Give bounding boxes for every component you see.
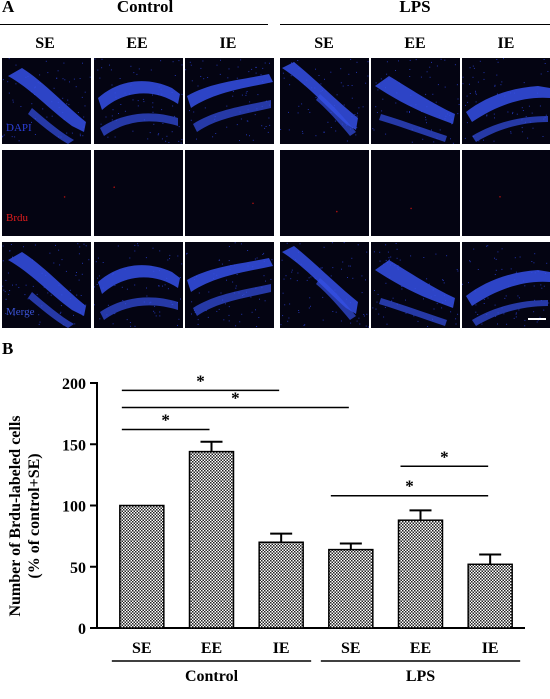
brdu-micrograph (94, 150, 183, 236)
panel-b-letter: B (2, 339, 13, 358)
y-tick-label: 100 (62, 499, 86, 516)
bar (397, 519, 444, 629)
x-tick-label: EE (201, 640, 222, 657)
bar (188, 450, 235, 629)
dapi-micrograph (94, 242, 183, 328)
significance-star: * (196, 371, 205, 390)
x-tick-label: SE (341, 640, 361, 657)
panel-a-col-title: IE (219, 35, 237, 52)
panel-a-col-title: EE (404, 35, 426, 52)
brdu-micrograph (462, 150, 550, 236)
stain-label: DAPI (6, 122, 32, 134)
brdu-micrograph (371, 150, 460, 236)
dapi-micrograph: Merge (2, 242, 91, 328)
panel-a-col-title: EE (126, 35, 148, 52)
significance-star: * (231, 389, 240, 408)
bar-chart: B Number of Brdu-labeled cells (% of con… (2, 339, 525, 685)
significance-star: * (440, 447, 449, 466)
dapi-micrograph (185, 58, 274, 144)
x-tick-label: SE (132, 640, 152, 657)
stain-label: Brdu (6, 212, 28, 224)
dapi-micrograph (280, 58, 369, 144)
panel-a-lps-rule (280, 24, 550, 25)
panel-a-group-lps: LPS (399, 0, 431, 16)
bar (119, 504, 165, 629)
group-label: LPS (406, 668, 435, 685)
x-tick-label: IE (273, 640, 290, 657)
significance-star: * (405, 477, 414, 496)
dapi-micrograph (280, 242, 369, 328)
panel-a-col-title: SE (35, 35, 55, 52)
x-tick-label: EE (410, 640, 431, 657)
panel-a-col-title: IE (497, 35, 515, 52)
significance-star: * (161, 411, 170, 430)
dapi-micrograph: DAPI (2, 58, 91, 144)
panel-a-letter: A (2, 0, 15, 16)
dapi-micrograph (94, 58, 183, 144)
y-tick-label: 150 (62, 437, 86, 454)
brdu-micrograph (280, 150, 369, 236)
y-tick-label: 0 (78, 621, 86, 638)
y-tick-label: 50 (70, 560, 86, 577)
bar (258, 541, 304, 629)
bar (328, 548, 374, 629)
brdu-micrograph: Brdu (2, 150, 91, 236)
bar (467, 563, 513, 629)
dapi-micrograph (371, 242, 460, 328)
dapi-micrograph (462, 242, 550, 328)
scale-bar (528, 318, 546, 320)
stain-label: Merge (6, 306, 35, 318)
x-tick-label: IE (482, 640, 499, 657)
dapi-micrograph (462, 58, 550, 144)
panel-a-col-title: SE (314, 35, 334, 52)
dapi-micrograph (371, 58, 460, 144)
dapi-micrograph (185, 242, 274, 328)
panel-a-group-control: Control (116, 0, 174, 16)
y-axis-label: Number of Brdu-labeled cells (7, 415, 24, 616)
panel-a-control-rule (0, 24, 268, 25)
brdu-micrograph (185, 150, 274, 236)
group-label: Control (185, 668, 239, 685)
y-tick-label: 200 (62, 376, 86, 393)
y-axis-label-units: (% of control+SE) (26, 453, 43, 578)
